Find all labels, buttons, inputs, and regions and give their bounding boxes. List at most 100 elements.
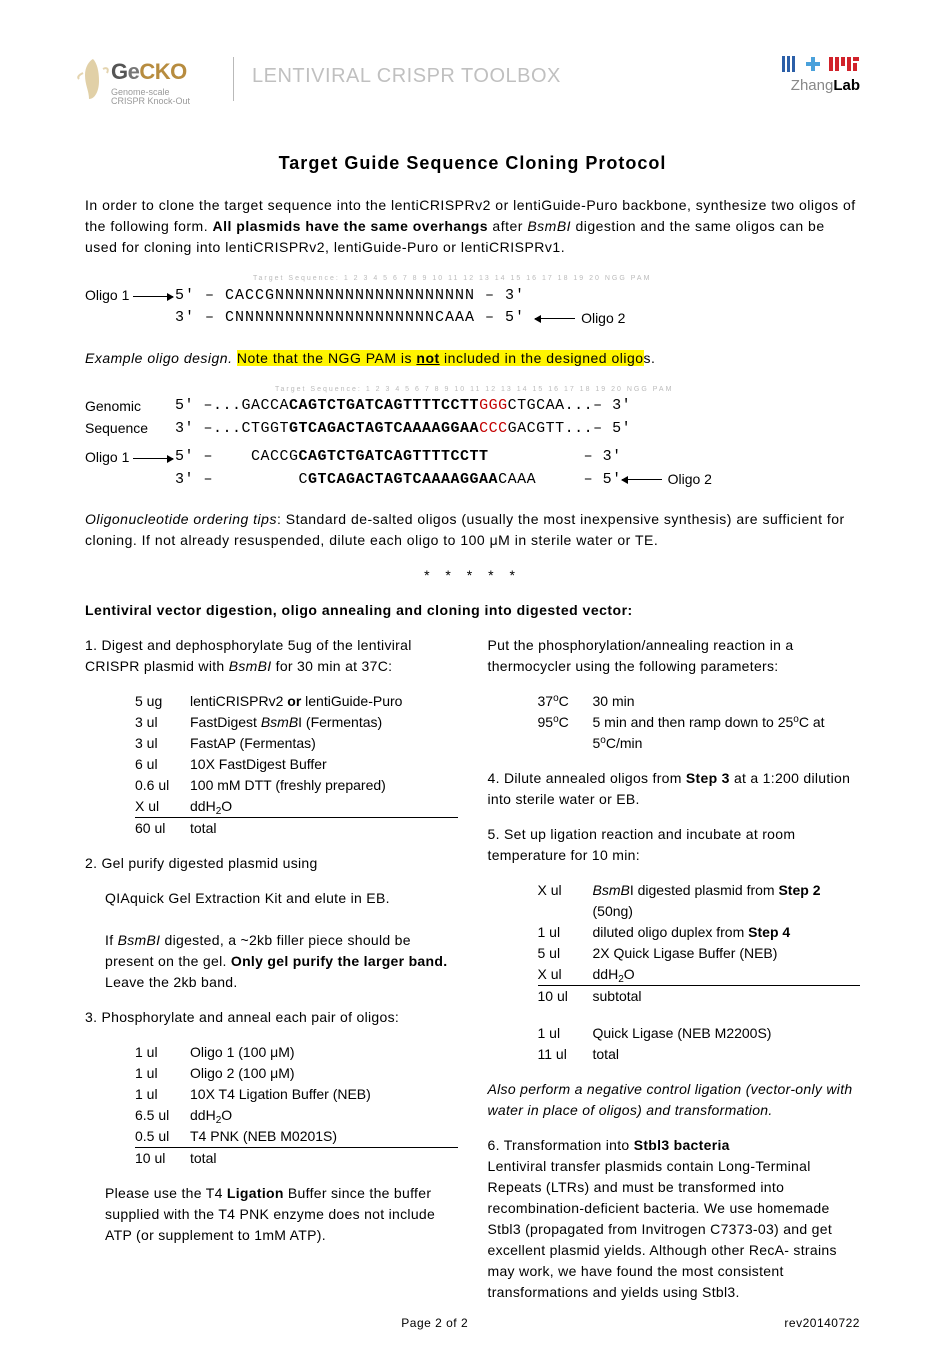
gecko-sub2: CRISPR Knock-Out	[111, 97, 215, 106]
anneal-table: 1 ulOligo 1 (100 μM)1 ulOligo 2 (100 μM)…	[135, 1042, 458, 1169]
thermo-temp: 37oC	[538, 691, 593, 712]
table-amt: 5 ug	[135, 691, 190, 712]
seq2-r4: 3' – CGTCAGACTAGTCAAAAGGAACAAA – 5'	[175, 469, 622, 492]
gecko-logo: GeCKO Genome-scale CRISPR Knock-Out	[85, 55, 215, 110]
arrow-right-icon	[133, 458, 173, 459]
example-lead-text: Example oligo design.	[85, 350, 232, 366]
not-bold: not	[416, 350, 439, 366]
intro-paragraph: In order to clone the target sequence in…	[85, 195, 860, 258]
ligation-table-2: 1 ulQuick Ligase (NEB M2200S)11 ultotal	[538, 1023, 861, 1065]
seq2-r2: 3' –...CTGGTGTCAGACTAGTCAAAAGGAACCCGACGT…	[175, 418, 631, 441]
affiliation-icons	[780, 55, 860, 73]
ligation-table-1: X ulBsmBI digested plasmid from Step 2 (…	[538, 880, 861, 1007]
table-item: total	[593, 1044, 861, 1065]
ngg: NGG	[328, 350, 361, 366]
zhang-lab-logo: ZhangLab	[780, 75, 860, 98]
mcgovern-icon	[804, 55, 822, 73]
oligo-diagram-1: Target Sequence: 1 2 3 4 5 6 7 8 9 10 11…	[85, 274, 860, 330]
step-5: 5. Set up ligation reaction and incubate…	[488, 824, 861, 866]
table-amt: X ul	[538, 964, 593, 986]
header-left: GeCKO Genome-scale CRISPR Knock-Out LENT…	[85, 55, 780, 110]
step-4: 4. Dilute annealed oligos from Step 3 at…	[488, 768, 861, 810]
highlight-note: Note that the NGG PAM is not included in…	[237, 350, 644, 366]
table-item: 10X T4 Ligation Buffer (NEB)	[190, 1084, 458, 1105]
table-amt: 1 ul	[538, 922, 593, 943]
header-right: ZhangLab	[780, 55, 860, 98]
intro-bold: All plasmids have the same overhangs	[213, 218, 489, 234]
table-item: subtotal	[593, 986, 861, 1007]
table-amt: 6 ul	[135, 754, 190, 775]
gecko-cko: CKO	[139, 59, 186, 84]
intro-bsmbi: BsmBI	[527, 218, 571, 234]
table-amt: X ul	[135, 796, 190, 818]
step-2: 2. Gel purify digested plasmid using	[85, 853, 458, 874]
thermo-time: 30 min	[593, 691, 861, 712]
table-item: total	[190, 818, 458, 839]
table-amt: 10 ul	[135, 1148, 190, 1169]
page-header: GeCKO Genome-scale CRISPR Knock-Out LENT…	[85, 55, 860, 110]
step-3-note: Please use the T4 Ligation Buffer since …	[105, 1183, 458, 1246]
oligo2-label-2: Oligo 2	[668, 469, 712, 490]
section-heading: Lentiviral vector digestion, oligo annea…	[85, 600, 860, 621]
thermo-lead: Put the phosphorylation/annealing reacti…	[488, 635, 861, 677]
seq2-r3: 5' – CACCGCAGTCTGATCAGTTTTCCTT – 3'	[175, 446, 622, 469]
step-2-note: If BsmBI digested, a ~2kb filler piece s…	[105, 930, 458, 993]
protocol-columns: 1. Digest and dephosphorylate 5ug of the…	[85, 635, 860, 1317]
example-lead: Example oligo design. Note that the NGG …	[85, 348, 860, 369]
table-item: total	[190, 1148, 458, 1169]
protocol-page: GeCKO Genome-scale CRISPR Knock-Out LENT…	[0, 0, 945, 1347]
gecko-icon	[75, 55, 111, 107]
table-item: ddH2O	[593, 964, 861, 986]
table-amt: 10 ul	[538, 986, 593, 1007]
arrow-left-icon	[535, 318, 575, 319]
table-item: diluted oligo duplex from Step 4	[593, 922, 861, 943]
table-amt: 0.5 ul	[135, 1126, 190, 1148]
table-amt: 3 ul	[135, 733, 190, 754]
oligo-diagram-2: Target Sequence: 1 2 3 4 5 6 7 8 9 10 11…	[85, 385, 860, 492]
separator-stars: * * * * *	[85, 565, 860, 586]
table-amt: 3 ul	[135, 712, 190, 733]
right-column: Put the phosphorylation/annealing reacti…	[488, 635, 861, 1317]
step-1: 1. Digest and dephosphorylate 5ug of the…	[85, 635, 458, 677]
table-amt: 0.6 ul	[135, 775, 190, 796]
table-amt: 6.5 ul	[135, 1105, 190, 1126]
seq2-numbering: Target Sequence: 1 2 3 4 5 6 7 8 9 10 11…	[275, 385, 673, 396]
table-item: 10X FastDigest Buffer	[190, 754, 458, 775]
thermo-time: 5 min and then ramp down to 25oC at 5oC/…	[593, 712, 861, 754]
table-amt: X ul	[538, 880, 593, 922]
seq2-r1: 5' –...GACCACAGTCTGATCAGTTTTCCTTGGGCTGCA…	[175, 395, 631, 418]
seq1-row2: 3' – CNNNNNNNNNNNNNNNNNNNNCAAA – 5'	[175, 307, 525, 330]
table-item: 2X Quick Ligase Buffer (NEB)	[593, 943, 861, 964]
table-amt: 11 ul	[538, 1044, 593, 1065]
tips-lead: Oligonucleotide ordering tips	[85, 511, 277, 527]
revision: rev20140722	[784, 1314, 860, 1332]
table-amt: 1 ul	[135, 1042, 190, 1063]
oligo1-label: Oligo 1	[85, 285, 175, 306]
arrow-left-icon	[622, 479, 662, 480]
page-number: Page 2 of 2	[401, 1314, 468, 1332]
seq1-numbering: Target Sequence: 1 2 3 4 5 6 7 8 9 10 11…	[253, 274, 651, 285]
page-footer: Page 2 of 2 rev20140722	[85, 1314, 860, 1332]
step-2-detail: QIAquick Gel Extraction Kit and elute in…	[105, 888, 458, 993]
broad-icon	[780, 55, 798, 73]
table-amt: 5 ul	[538, 943, 593, 964]
table-item: Quick Ligase (NEB M2200S)	[593, 1023, 861, 1044]
table-item: BsmBI digested plasmid from Step 2 (50ng…	[593, 880, 861, 922]
table-item: lentiCRISPRv2 or lentiGuide-Puro	[190, 691, 458, 712]
ordering-tips: Oligonucleotide ordering tips: Standard …	[85, 509, 860, 551]
thermo-temp: 95oC	[538, 712, 593, 754]
table-item: ddH2O	[190, 1105, 458, 1126]
arrow-right-icon	[133, 296, 173, 297]
gecko-g: G	[111, 59, 128, 84]
genomic-label: Genomic	[85, 396, 175, 417]
lab-text: Lab	[833, 77, 860, 94]
header-divider	[233, 57, 234, 101]
table-amt: 1 ul	[135, 1063, 190, 1084]
zhang-text: Zhang	[791, 77, 834, 94]
gecko-wordmark: GeCKO	[111, 55, 215, 88]
mit-icon	[828, 55, 860, 73]
left-column: 1. Digest and dephosphorylate 5ug of the…	[85, 635, 458, 1317]
page-title: Target Guide Sequence Cloning Protocol	[85, 150, 860, 177]
table-item: 100 mM DTT (freshly prepared)	[190, 775, 458, 796]
intro-2a: after	[488, 218, 527, 234]
